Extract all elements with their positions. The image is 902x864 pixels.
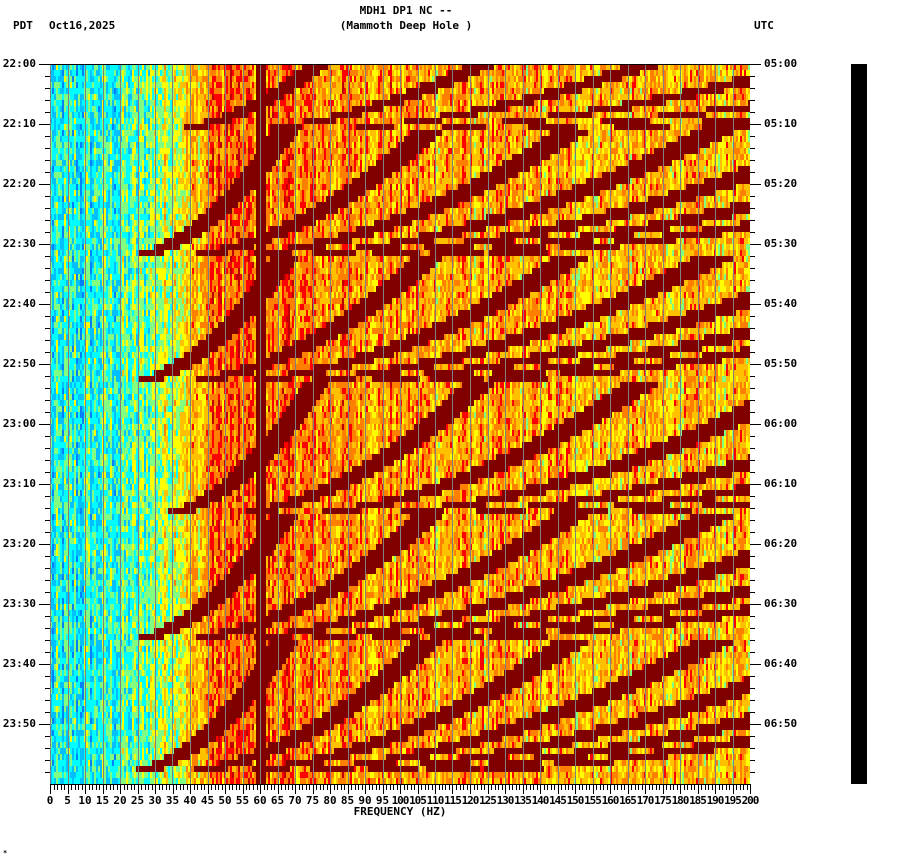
x-tick-label: 20 [113, 794, 127, 807]
x-tick-label: 155 [584, 794, 602, 807]
x-tick-label: 110 [426, 794, 445, 807]
x-tick-label: 80 [323, 794, 337, 807]
x-tick-label: 65 [270, 794, 285, 807]
y-tick-label-left: 22:30 [2, 237, 36, 250]
y-tick-label-right: 06:30 [764, 597, 798, 610]
x-tick-label: 45 [200, 794, 215, 807]
x-tick-label: 185 [689, 794, 707, 807]
x-tick-label: 95 [375, 794, 390, 807]
y-tick-label-left: 23:50 [2, 717, 36, 730]
left-timezone-label: PDT [13, 19, 33, 32]
y-tick-label-right: 05:00 [764, 57, 798, 70]
x-tick-label: 150 [566, 794, 585, 807]
spectrogram-heatmap [50, 64, 750, 784]
spectrogram-plot [50, 64, 750, 784]
x-tick-label: 135 [514, 794, 532, 807]
x-tick-label: 105 [409, 794, 427, 807]
y-tick-label-left: 23:00 [2, 417, 36, 430]
x-tick-label: 0 [46, 794, 54, 807]
y-tick-label-left: 23:20 [2, 537, 36, 550]
x-tick-label: 90 [358, 794, 372, 807]
x-tick-label: 130 [496, 794, 515, 807]
x-tick-label: 180 [671, 794, 690, 807]
x-tick-label: 35 [165, 794, 180, 807]
y-tick-label-right: 05:50 [764, 357, 798, 370]
x-tick-label: 5 [64, 794, 71, 807]
y-tick-label-left: 23:40 [2, 657, 36, 670]
x-tick-label: 195 [724, 794, 742, 807]
station-title: MDH1 DP1 NC -- [359, 4, 453, 17]
y-tick-label-right: 06:00 [764, 417, 798, 430]
y-tick-label-left: 22:40 [2, 297, 36, 310]
x-tick-label: 100 [391, 794, 410, 807]
x-axis-title: FREQUENCY (HZ) [353, 805, 447, 818]
date-label: Oct16,2025 [49, 19, 116, 32]
x-tick-label: 75 [305, 794, 320, 807]
x-tick-label: 85 [340, 794, 355, 807]
x-tick-label: 140 [531, 794, 550, 807]
x-tick-label: 15 [95, 794, 110, 807]
y-tick-label-right: 06:50 [764, 717, 798, 730]
x-tick-label: 200 [741, 794, 760, 807]
x-tick-label: 115 [444, 794, 462, 807]
x-tick-label: 175 [654, 794, 672, 807]
x-tick-label: 165 [619, 794, 637, 807]
x-tick-label: 190 [706, 794, 725, 807]
x-tick-label: 30 [148, 794, 162, 807]
site-name: (Mammoth Deep Hole ) [339, 19, 473, 32]
y-tick-label-right: 05:10 [764, 117, 798, 130]
y-tick-label-right: 05:30 [764, 237, 798, 250]
x-tick-label: 120 [461, 794, 480, 807]
y-tick-label-right: 06:10 [764, 477, 798, 490]
x-tick-label: 70 [288, 794, 302, 807]
right-timezone-label: UTC [754, 19, 774, 32]
x-tick-label: 145 [549, 794, 567, 807]
y-tick-label-left: 23:10 [2, 477, 36, 490]
x-tick-label: 50 [218, 794, 232, 807]
amplitude-scale-bar [851, 64, 867, 784]
x-tick-label: 55 [235, 794, 250, 807]
y-tick-label-left: 22:20 [2, 177, 36, 190]
y-tick-label-left: 22:00 [2, 57, 36, 70]
y-tick-label-right: 06:20 [764, 537, 798, 550]
y-tick-label-right: 05:40 [764, 297, 798, 310]
x-tick-label: 125 [479, 794, 497, 807]
x-tick-label: 25 [130, 794, 145, 807]
footer-mark: * [3, 849, 8, 857]
y-tick-label-right: 06:40 [764, 657, 798, 670]
x-tick-label: 60 [253, 794, 267, 807]
y-tick-label-left: 22:10 [2, 117, 36, 130]
x-tick-label: 160 [601, 794, 620, 807]
x-tick-label: 170 [636, 794, 655, 807]
x-tick-label: 40 [183, 794, 197, 807]
y-tick-label-left: 22:50 [2, 357, 36, 370]
y-tick-label-right: 05:20 [764, 177, 798, 190]
x-tick-label: 10 [78, 794, 92, 807]
y-tick-label-left: 23:30 [2, 597, 36, 610]
